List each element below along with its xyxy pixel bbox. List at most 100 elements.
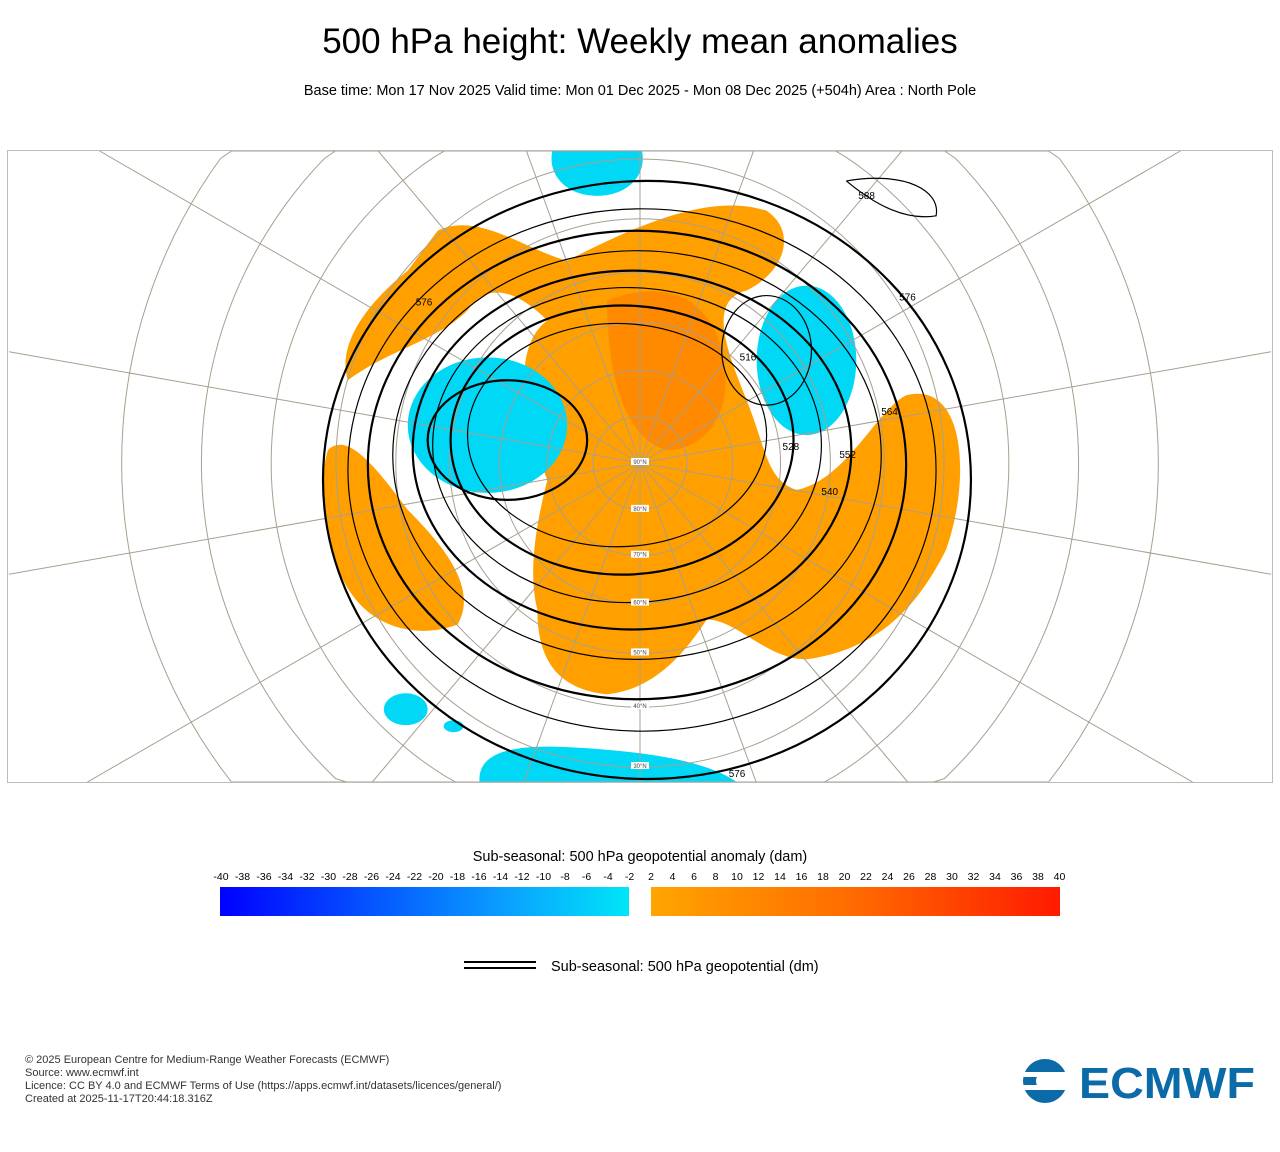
colorbar-negative xyxy=(220,887,629,916)
colorbar xyxy=(220,887,1060,916)
colorbar-tick: 34 xyxy=(989,871,1001,883)
page-subtitle: Base time: Mon 17 Nov 2025 Valid time: M… xyxy=(303,83,977,99)
copyright: © 2025 European Centre for Medium-Range … xyxy=(25,1054,390,1066)
contour-label: 540 xyxy=(821,487,838,498)
colorbar-tick: -36 xyxy=(256,871,272,883)
page-title: 500 hPa height: Weekly mean anomalies xyxy=(322,22,958,61)
colorbar-tick: -40 xyxy=(213,871,229,883)
meridian-line xyxy=(87,462,641,782)
colorbar-tick: -12 xyxy=(514,871,530,883)
latitude-label: 80°N xyxy=(633,507,646,513)
meridian-line xyxy=(523,462,641,782)
colorbar-tick: 28 xyxy=(924,871,937,883)
colorbar-tick: -4 xyxy=(603,871,613,883)
colorbar-tick: -30 xyxy=(320,871,337,883)
meridian-line xyxy=(9,351,641,464)
source: Source: www.ecmwf.int xyxy=(25,1067,139,1079)
colorbar-tick: 6 xyxy=(691,871,697,883)
colorbar-tick: -24 xyxy=(385,871,401,883)
colorbar-tick: 16 xyxy=(795,871,808,883)
negative-anomaly-north xyxy=(551,151,643,196)
colorbar-tick: 20 xyxy=(838,871,851,883)
positive-anomaly-core xyxy=(607,291,726,451)
negative-anomaly-subtropics xyxy=(479,746,737,782)
ecmwf-logo: ECMWF xyxy=(1023,1059,1255,1104)
colorbar-tick: 38 xyxy=(1032,871,1044,883)
meridian-line xyxy=(639,462,1271,575)
contour-legend-label: Sub-seasonal: 500 hPa geopotential (dm) xyxy=(551,959,819,975)
negative-anomaly-canada xyxy=(407,357,568,493)
colorbar-tick: -32 xyxy=(299,871,315,883)
contour-legend-swatch xyxy=(464,961,536,969)
contour-label: 576 xyxy=(416,298,433,309)
colorbar-tick: 26 xyxy=(903,871,915,883)
colorbar-tick: -18 xyxy=(449,871,466,883)
negative-anomaly-pacific-small xyxy=(443,720,464,733)
colorbar-tick: -8 xyxy=(560,871,570,883)
contour-labels: 588 576 576 564 552 540 528 516 576 xyxy=(416,191,917,780)
latitude-label-bg xyxy=(631,648,649,656)
colorbar-tick: 40 xyxy=(1053,871,1066,883)
licence: Licence: CC BY 4.0 and ECMWF Terms of Us… xyxy=(25,1080,502,1092)
colorbar-tick: 18 xyxy=(817,871,829,883)
colorbar-tick: -26 xyxy=(363,871,380,883)
contour-label: 576 xyxy=(729,769,746,780)
colorbar-tick: 36 xyxy=(1010,871,1023,883)
latitude-label-bg xyxy=(631,762,649,770)
colorbar-title: Sub-seasonal: 500 hPa geopotential anoma… xyxy=(472,849,808,865)
colorbar-tick: 14 xyxy=(774,871,786,883)
colorbar-tick: -28 xyxy=(342,871,358,883)
colorbar-tick: 22 xyxy=(860,871,872,883)
geopotential-contours xyxy=(321,177,973,781)
colorbar-tick: -38 xyxy=(234,871,251,883)
colorbar-tick: -34 xyxy=(277,871,294,883)
polar-map: 588 576 576 564 552 540 528 516 576 90°N… xyxy=(7,150,1273,783)
contour-label: 552 xyxy=(839,450,856,461)
meridian-line xyxy=(639,151,903,464)
colorbar-tick: 32 xyxy=(967,871,980,883)
negative-anomaly-pacific xyxy=(383,693,428,726)
colorbar-tick: -6 xyxy=(581,871,592,883)
colorbar-tick: -22 xyxy=(406,871,423,883)
colorbar-tick: 30 xyxy=(946,871,958,883)
latitude-label-bg xyxy=(631,550,649,558)
meridian-line xyxy=(639,462,757,782)
latitude-label: 90°N xyxy=(633,460,646,466)
colorbar-tick: -14 xyxy=(492,871,509,883)
colorbar-tick: -2 xyxy=(624,871,635,883)
latitude-label: 40°N xyxy=(633,704,646,710)
latitude-label: 70°N xyxy=(633,553,646,559)
created-at: Created at 2025-11-17T20:44:18.316Z xyxy=(25,1093,213,1105)
latitude-label-bg xyxy=(631,702,649,710)
meridian-line xyxy=(525,151,641,464)
latitude-labels: 90°N 80°N 70°N 60°N 50°N 40°N 30°N xyxy=(631,458,649,770)
meridian-line xyxy=(377,151,641,464)
meridian-line xyxy=(9,462,641,575)
negative-anomaly-siberia xyxy=(756,285,857,436)
contour-label: 588 xyxy=(858,191,875,202)
colorbar-tick: 2 xyxy=(648,871,654,883)
meridian-line xyxy=(639,151,755,464)
colorbar-ticks: -40 -38 -36 -34 -32 -30 -28 -26 -24 -22 -20 -18 -16-… xyxy=(0,871,1280,885)
colorbar-tick: 12 xyxy=(752,871,765,883)
colorbar-tick: -10 xyxy=(535,871,552,883)
contour-label: 528 xyxy=(783,442,800,453)
colorbar-tick: -16 xyxy=(471,871,487,883)
latitude-label: 50°N xyxy=(633,650,646,656)
contour-label: 564 xyxy=(881,407,898,418)
positive-anomaly-regions xyxy=(323,205,961,695)
latitude-label: 30°N xyxy=(633,764,646,770)
latitude-label: 60°N xyxy=(633,601,646,607)
graticule xyxy=(9,151,1271,782)
meridian-line xyxy=(639,351,1271,464)
latitude-label-bg xyxy=(631,598,649,606)
positive-anomaly-pacific xyxy=(323,444,464,631)
contour-label: 576 xyxy=(899,293,916,304)
meridian-line xyxy=(639,462,1193,782)
colorbar-tick: 10 xyxy=(731,871,743,883)
latitude-label-bg xyxy=(631,458,649,466)
contour-label: 516 xyxy=(740,352,757,363)
footer: © 2025 European Centre for Medium-Range … xyxy=(25,1054,501,1106)
colorbar-tick: -20 xyxy=(428,871,444,883)
meridian-line xyxy=(99,151,641,464)
